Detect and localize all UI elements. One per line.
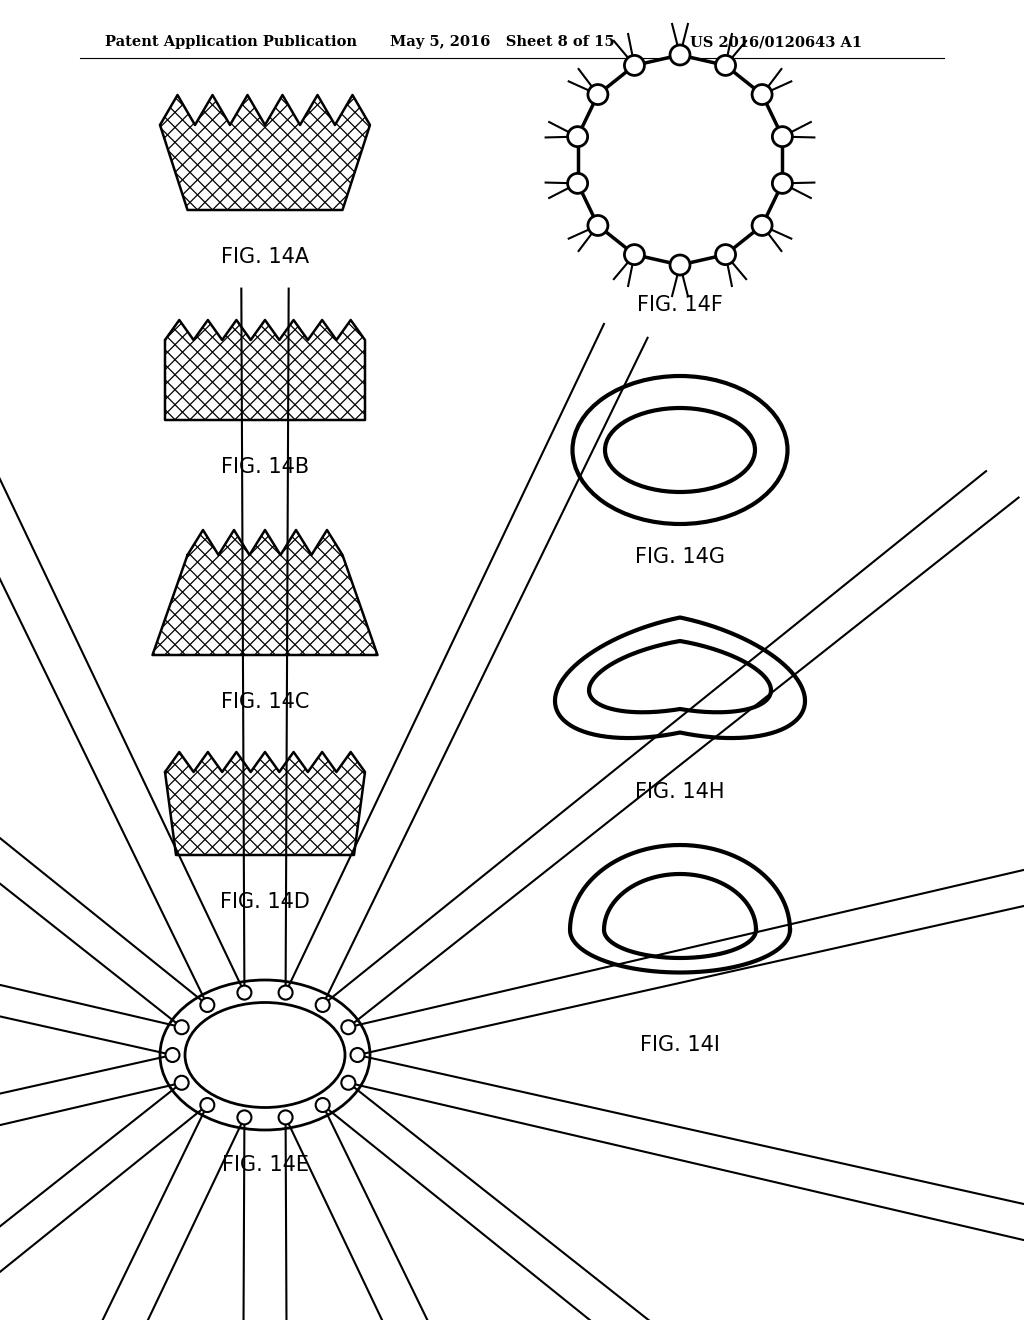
- Circle shape: [567, 173, 588, 193]
- Circle shape: [752, 84, 772, 104]
- Circle shape: [772, 127, 793, 147]
- Circle shape: [716, 244, 735, 264]
- Text: May 5, 2016   Sheet 8 of 15: May 5, 2016 Sheet 8 of 15: [390, 36, 614, 49]
- Text: FIG. 14E: FIG. 14E: [221, 1155, 308, 1175]
- Circle shape: [567, 127, 588, 147]
- Circle shape: [166, 1048, 179, 1063]
- Circle shape: [175, 1020, 188, 1035]
- Polygon shape: [160, 95, 370, 210]
- Circle shape: [625, 244, 644, 264]
- Circle shape: [341, 1020, 355, 1035]
- Text: FIG. 14C: FIG. 14C: [221, 692, 309, 711]
- Circle shape: [350, 1048, 365, 1063]
- Circle shape: [279, 986, 293, 999]
- Circle shape: [670, 45, 690, 65]
- Text: FIG. 14D: FIG. 14D: [220, 892, 310, 912]
- Text: FIG. 14G: FIG. 14G: [635, 546, 725, 568]
- Circle shape: [279, 1110, 293, 1125]
- Circle shape: [201, 998, 214, 1012]
- Circle shape: [315, 998, 330, 1012]
- Polygon shape: [153, 531, 378, 655]
- Text: FIG. 14B: FIG. 14B: [221, 457, 309, 477]
- Circle shape: [315, 1098, 330, 1111]
- Text: FIG. 14A: FIG. 14A: [221, 247, 309, 267]
- Circle shape: [625, 55, 644, 75]
- Circle shape: [238, 1110, 252, 1125]
- Text: FIG. 14F: FIG. 14F: [637, 294, 723, 315]
- Polygon shape: [165, 752, 365, 855]
- Circle shape: [201, 1098, 214, 1111]
- Circle shape: [341, 1076, 355, 1090]
- Circle shape: [588, 215, 608, 235]
- Circle shape: [716, 55, 735, 75]
- Circle shape: [772, 173, 793, 193]
- Polygon shape: [165, 319, 365, 420]
- Circle shape: [752, 215, 772, 235]
- Text: US 2016/0120643 A1: US 2016/0120643 A1: [690, 36, 862, 49]
- Circle shape: [670, 255, 690, 275]
- Circle shape: [175, 1076, 188, 1090]
- Circle shape: [238, 986, 252, 999]
- Circle shape: [588, 84, 608, 104]
- Text: Patent Application Publication: Patent Application Publication: [105, 36, 357, 49]
- Text: FIG. 14I: FIG. 14I: [640, 1035, 720, 1055]
- Text: FIG. 14H: FIG. 14H: [635, 781, 725, 803]
